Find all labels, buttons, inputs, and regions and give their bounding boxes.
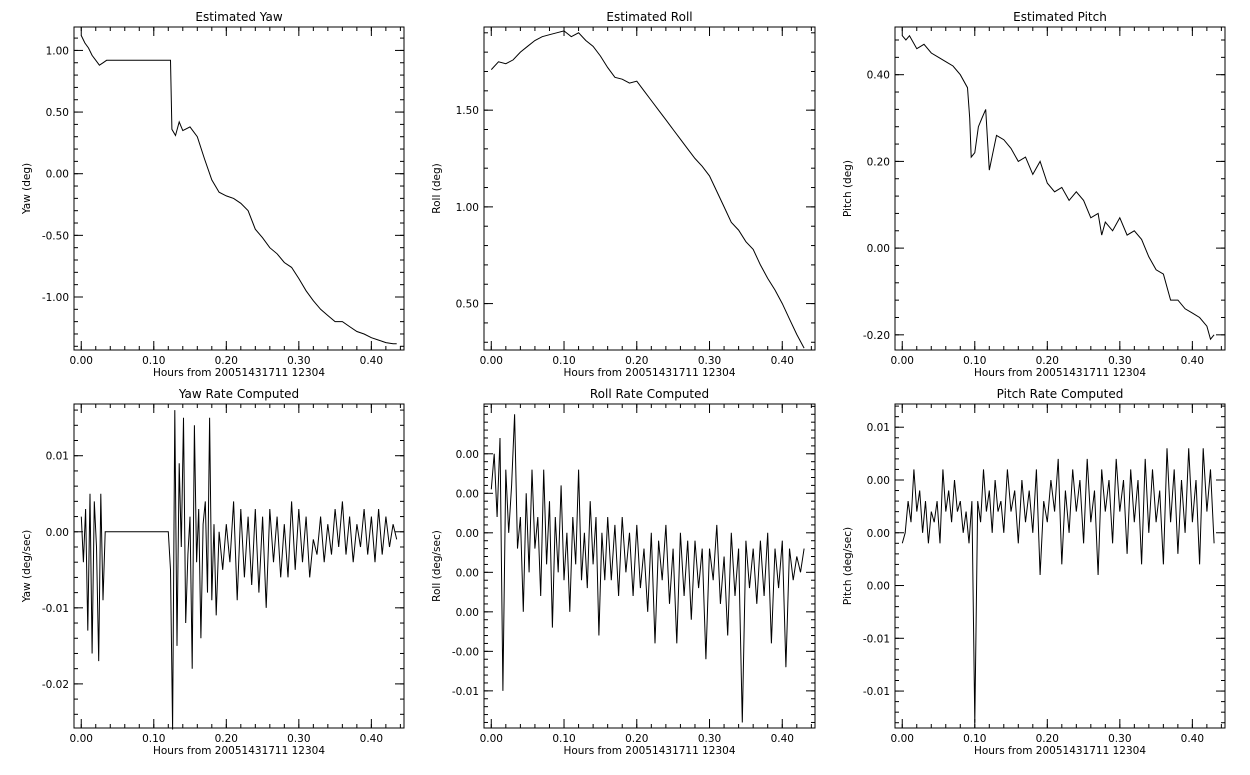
y-tick-label: 0.00 [456, 449, 479, 461]
x-tick-label: 0.10 [142, 355, 165, 367]
plot-frame [894, 26, 1226, 351]
y-tick-label: 0.00 [867, 243, 890, 255]
x-tick-label: 0.40 [771, 355, 794, 367]
y-tick-label: 0.00 [456, 567, 479, 579]
x-tick-label: 0.10 [963, 733, 986, 745]
chart-title: Estimated Pitch [1013, 10, 1107, 24]
plot-frame [483, 403, 816, 729]
x-tick-label: 0.10 [552, 355, 575, 367]
chart-title: Yaw Rate Computed [178, 387, 299, 401]
y-tick-label: 0.00 [46, 169, 69, 181]
series-line [490, 30, 805, 349]
chart-panel-2: Estimated Pitch Hours from 20051431711 12… [842, 10, 1226, 379]
x-tick-label: 0.20 [1036, 355, 1059, 367]
y-tick-label: 1.00 [46, 45, 69, 57]
x-tick-label: 0.30 [287, 733, 310, 745]
plot-frame [73, 26, 405, 351]
series-line [80, 410, 398, 730]
x-axis-label: Hours from 20051431711 12304 [974, 367, 1146, 379]
y-tick-label: 0.01 [867, 422, 890, 434]
x-axis-label: Hours from 20051431711 12304 [153, 367, 325, 379]
x-tick-label: 0.40 [360, 355, 383, 367]
y-axis-label: Yaw (deg/sec) [21, 530, 33, 604]
x-tick-label: 0.10 [142, 733, 165, 745]
x-tick-label: 0.00 [70, 355, 93, 367]
x-axis-label: Hours from 20051431711 12304 [563, 745, 735, 757]
plot-frame [894, 403, 1226, 729]
x-tick-label: 0.20 [625, 733, 648, 745]
x-axis-label: Hours from 20051431711 12304 [974, 745, 1146, 757]
y-tick-label: -0.01 [863, 633, 890, 645]
x-tick-label: 0.40 [771, 733, 794, 745]
y-tick-label: 0.00 [456, 528, 479, 540]
chart-title: Roll Rate Computed [590, 387, 709, 401]
x-tick-label: 0.40 [1181, 355, 1204, 367]
x-tick-label: 0.20 [215, 733, 238, 745]
y-tick-label: -0.02 [42, 679, 69, 691]
x-tick-label: 0.10 [552, 733, 575, 745]
x-axis-label: Hours from 20051431711 12304 [563, 367, 735, 379]
x-tick-label: 0.20 [215, 355, 238, 367]
x-tick-label: 0.00 [891, 733, 914, 745]
x-tick-label: 0.30 [1108, 733, 1131, 745]
y-tick-label: 0.20 [867, 156, 890, 168]
y-tick-label: 0.00 [867, 581, 890, 593]
chart-title: Estimated Roll [606, 10, 692, 24]
y-tick-label: 0.00 [867, 475, 890, 487]
y-tick-label: -0.01 [452, 686, 479, 698]
y-tick-label: 0.50 [456, 299, 479, 311]
x-tick-label: 0.10 [963, 355, 986, 367]
plot-frame [483, 26, 816, 351]
series-line [490, 414, 805, 723]
x-axis-label: Hours from 20051431711 12304 [153, 745, 325, 757]
chart-panel-1: Estimated Roll Hours from 20051431711 123… [431, 10, 816, 379]
y-axis-label: Pitch (deg/sec) [842, 527, 854, 605]
chart-panel-5: Pitch Rate Computed Hours from 2005143171… [842, 387, 1226, 757]
chart-panel-3: Yaw Rate Computed Hours from 20051431711 … [21, 387, 405, 757]
chart-title: Estimated Yaw [195, 10, 282, 24]
x-tick-label: 0.30 [698, 355, 721, 367]
chart-panel-4: Roll Rate Computed Hours from 20051431711… [431, 387, 816, 757]
plot-frame [73, 403, 405, 729]
series-line [80, 35, 397, 345]
y-tick-label: 0.00 [867, 528, 890, 540]
chart-title: Pitch Rate Computed [997, 387, 1124, 401]
y-tick-label: -0.20 [863, 330, 890, 342]
y-tick-label: -1.00 [42, 292, 69, 304]
y-tick-label: 1.00 [456, 202, 479, 214]
x-tick-label: 0.30 [287, 355, 310, 367]
y-tick-label: -0.00 [452, 646, 479, 658]
y-tick-label: 0.40 [867, 70, 890, 82]
y-axis-label: Roll (deg/sec) [431, 530, 443, 602]
x-tick-label: 0.00 [480, 355, 503, 367]
series-line [901, 448, 1215, 723]
x-tick-label: 0.20 [1036, 733, 1059, 745]
x-tick-label: 0.40 [360, 733, 383, 745]
x-tick-label: 0.00 [891, 355, 914, 367]
x-tick-label: 0.30 [1108, 355, 1131, 367]
series-line [901, 34, 1215, 341]
x-tick-label: 0.30 [698, 733, 721, 745]
y-axis-label: Yaw (deg) [21, 163, 33, 215]
y-tick-label: 0.01 [46, 451, 69, 463]
y-tick-label: -0.50 [42, 230, 69, 242]
x-tick-label: 0.20 [625, 355, 648, 367]
y-axis-label: Pitch (deg) [842, 160, 854, 217]
y-tick-label: 0.00 [456, 488, 479, 500]
y-tick-label: -0.01 [863, 686, 890, 698]
y-tick-label: 0.00 [46, 527, 69, 539]
chart-panel-0: Estimated Yaw Hours from 20051431711 1230… [21, 10, 405, 379]
x-tick-label: 0.00 [70, 733, 93, 745]
y-tick-label: -0.01 [42, 603, 69, 615]
y-tick-label: 0.50 [46, 107, 69, 119]
y-tick-label: 1.50 [456, 105, 479, 117]
x-tick-label: 0.40 [1181, 733, 1204, 745]
y-tick-label: 0.00 [456, 607, 479, 619]
y-axis-label: Roll (deg) [431, 163, 443, 213]
x-tick-label: 0.00 [480, 733, 503, 745]
